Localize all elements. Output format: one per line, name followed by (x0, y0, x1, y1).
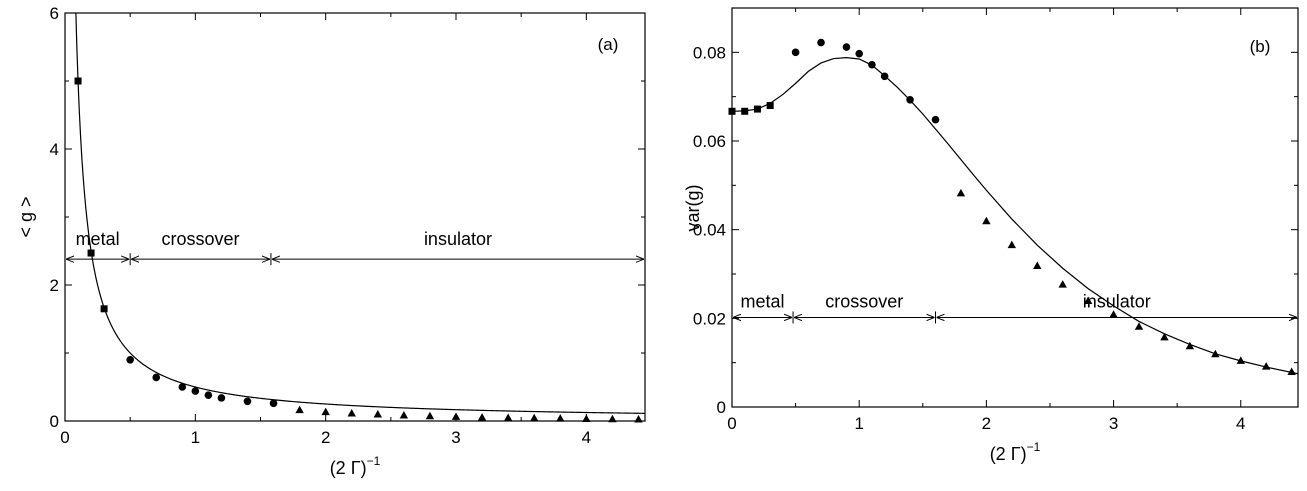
y-tick-label: 2 (50, 276, 59, 295)
y-tick-label: 0 (717, 398, 726, 417)
data-point-triangle (425, 411, 435, 420)
x-tick-label: 1 (191, 428, 200, 447)
region-label: insulator (1083, 291, 1151, 311)
y-tick-label: 0.02 (693, 309, 726, 328)
data-point-triangle (608, 414, 617, 423)
panel-label: (a) (598, 35, 619, 54)
data-point-circle (243, 397, 252, 406)
data-point-triangle (477, 413, 487, 421)
data-point-circle (152, 373, 161, 382)
data-point-triangle (1185, 341, 1195, 350)
data-point-triangle (1007, 240, 1017, 249)
data-point-triangle (399, 411, 409, 419)
data-point-triangle (1109, 310, 1118, 318)
data-point-square (766, 102, 774, 110)
x-axis-label-text: (2 Γ) (990, 444, 1027, 464)
data-point-triangle (503, 413, 513, 421)
x-tick-label: 2 (321, 428, 330, 447)
data-point-triangle (1211, 349, 1220, 358)
x-tick-label: 3 (1109, 414, 1118, 433)
plot-frame (64, 12, 646, 422)
data-point-circle (906, 95, 914, 104)
x-axis-label-exponent: −1 (367, 454, 381, 468)
data-point-circle (855, 49, 863, 58)
y-tick-label: 0.08 (693, 43, 726, 62)
region-label: crossover (162, 229, 240, 249)
y-tick-label: 4 (50, 140, 59, 159)
data-point-triangle (347, 409, 356, 417)
data-point-circle (842, 43, 851, 51)
fit-curve (75, 13, 645, 414)
data-point-square (74, 77, 82, 85)
x-tick-label: 4 (582, 428, 591, 447)
chart-panel-b: 0 1 2 3 4 0 0.02 0.04 0.06 0.08 (2 Γ)−1 var(g) (b) me… (683, 7, 1299, 464)
data-point-triangle (1134, 322, 1144, 330)
data-point-triangle (582, 414, 591, 422)
data-point-triangle (295, 405, 304, 414)
data-point-triangle (1083, 296, 1093, 305)
y-tick-label: 0.04 (693, 221, 726, 240)
x-tick-label: 4 (1236, 414, 1245, 433)
x-axis-label: (2 Γ)−1 (330, 454, 381, 478)
x-tick-label: 1 (854, 414, 863, 433)
x-tick-label: 0 (727, 414, 736, 433)
data-point-circle (204, 391, 213, 399)
data-point-triangle (1236, 356, 1245, 364)
y-axis-label: < g > (16, 196, 36, 237)
x-tick-label: 2 (982, 414, 991, 433)
data-point-circle (931, 115, 940, 124)
region-label: metal (741, 291, 785, 311)
data-point-triangle (634, 415, 643, 423)
data-point-triangle (1287, 367, 1296, 375)
y-axis-label: var(g) (683, 184, 703, 231)
data-point-triangle (451, 412, 461, 420)
data-point-triangle (1160, 332, 1169, 341)
x-tick-label: 3 (451, 428, 460, 447)
region-label: crossover (825, 291, 903, 311)
x-tick-label: 0 (60, 428, 69, 447)
y-tick-label: 6 (50, 4, 59, 23)
data-point-square (728, 107, 736, 115)
data-point-triangle (1033, 261, 1042, 270)
data-point-triangle (982, 216, 991, 225)
data-point-triangle (1058, 280, 1067, 288)
data-point-triangle (956, 188, 966, 197)
data-point-circle (269, 399, 278, 408)
x-axis-label: (2 Γ)−1 (990, 440, 1041, 464)
x-axis-label-exponent: −1 (1027, 440, 1041, 454)
y-tick-label: 0.06 (693, 132, 726, 151)
data-point-square (741, 107, 749, 115)
data-point-square (753, 105, 761, 113)
chart-panel-a: 0 1 2 3 4 0 2 4 6 (2 Γ)−1 < g > (a) metal crossover in… (16, 4, 646, 478)
data-point-triangle (373, 410, 383, 418)
data-point-circle (868, 60, 876, 69)
data-point-circle (791, 48, 800, 57)
data-point-triangle (556, 414, 565, 422)
data-point-circle (126, 356, 134, 364)
data-point-circle (217, 394, 226, 402)
region-label: metal (76, 229, 120, 249)
plot-frame (731, 7, 1299, 408)
panel-label: (b) (1250, 37, 1271, 56)
data-point-square (100, 305, 108, 313)
fit-curve (732, 57, 1298, 375)
data-point-triangle (1262, 362, 1271, 370)
region-label: insulator (424, 229, 492, 249)
data-point-circle (178, 383, 187, 391)
data-point-circle (817, 38, 825, 47)
data-point-triangle (530, 413, 539, 422)
y-tick-label: 0 (50, 412, 59, 431)
data-point-circle (880, 72, 889, 81)
x-axis-label-text: (2 Γ) (330, 458, 367, 478)
data-point-triangle (321, 407, 330, 416)
data-point-circle (191, 387, 200, 395)
data-point-square (87, 249, 95, 257)
